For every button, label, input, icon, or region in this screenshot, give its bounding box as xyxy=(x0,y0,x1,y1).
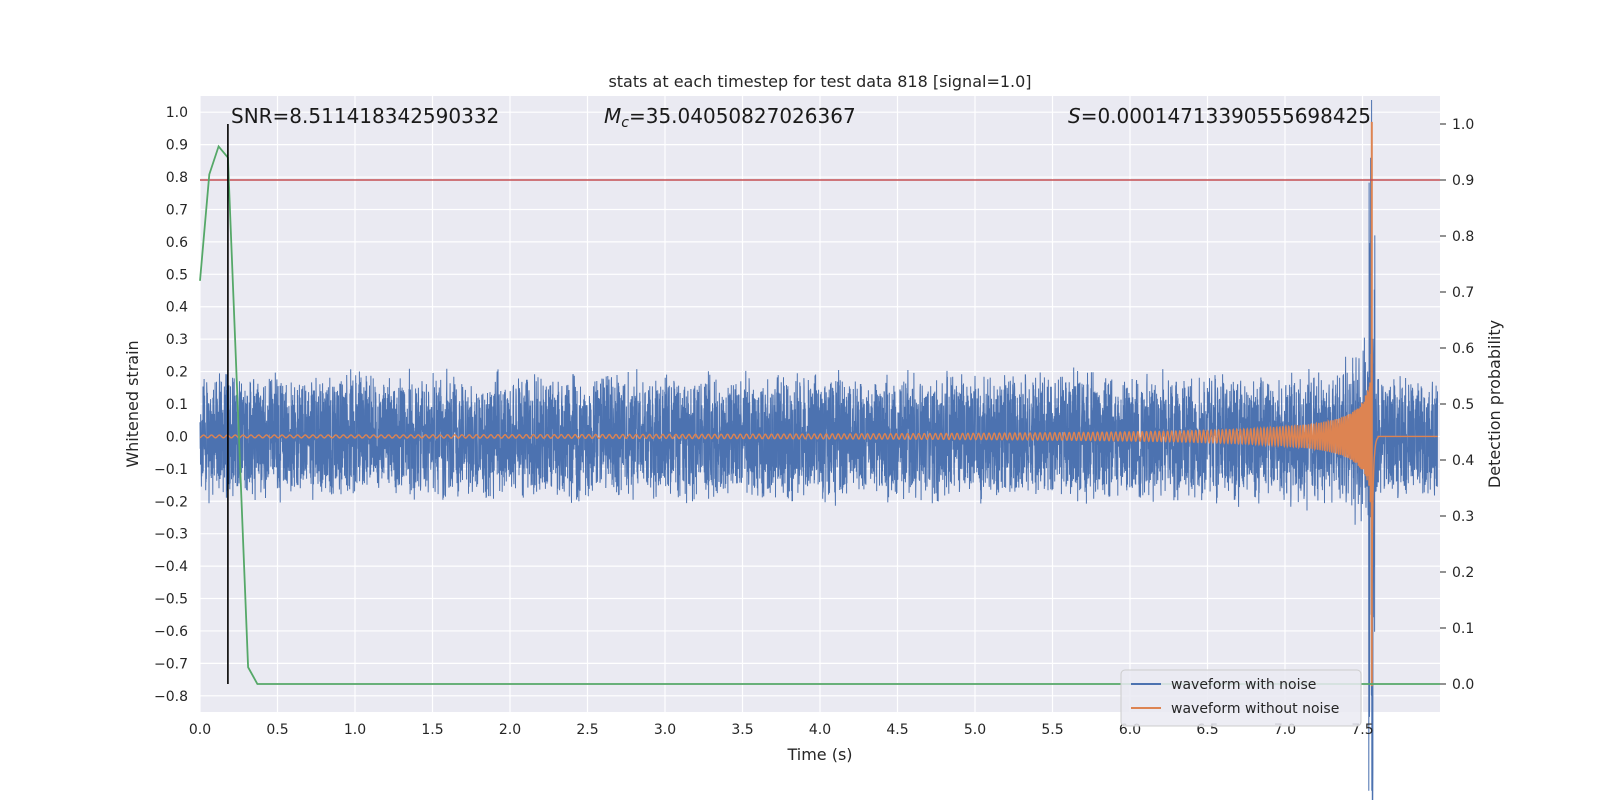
x-tick-label: 5.0 xyxy=(964,722,986,738)
x-tick-label: 2.0 xyxy=(499,722,521,738)
chirp-mass-annotation: Mc=35.04050827026367 xyxy=(604,104,856,131)
y-tick-label-left: −0.5 xyxy=(154,592,188,608)
y-tick-label-left: −0.3 xyxy=(154,527,188,543)
x-tick-label: 5.5 xyxy=(1041,722,1063,738)
ticks-layer: 0.0 0.5 1.0 1.5 2.0 2.5 3.0 3.5 4.0 4.5 5.0 5.5 6.0 6… xyxy=(154,105,1474,738)
y-tick-label-right: 0.8 xyxy=(1452,229,1474,245)
y-tick-label-right: 0.7 xyxy=(1452,285,1474,301)
y-tick-label-right: 0.2 xyxy=(1452,565,1474,581)
legend-label-clean: waveform without noise xyxy=(1171,701,1339,717)
series-line-waveform-with-noise xyxy=(199,99,1438,800)
x-tick-label: 0.0 xyxy=(189,722,211,738)
y-tick-label-left: −0.4 xyxy=(154,559,188,575)
legend-box xyxy=(1120,669,1362,727)
y-tick-label-left: 0.3 xyxy=(166,332,188,348)
y-tick-label-left: −0.2 xyxy=(154,494,188,510)
y-tick-label-left: 0.9 xyxy=(166,138,188,154)
series-line-waveform-without-noise xyxy=(199,353,1438,580)
y-tick-label-left: −0.8 xyxy=(154,689,188,705)
y-tick-label-left: 0.6 xyxy=(166,235,188,251)
y-tick-label-right: 0.9 xyxy=(1452,173,1474,189)
y-tick-label-right: 0.3 xyxy=(1452,509,1474,525)
y-tick-label-left: 0.1 xyxy=(166,397,188,413)
y-tick-label-left: 0.4 xyxy=(166,300,188,316)
y-tick-label-left: −0.6 xyxy=(154,624,188,640)
y-axis-label-left: Whitened strain xyxy=(123,340,142,467)
series-layer xyxy=(199,99,1440,800)
y-tick-label-right: 0.0 xyxy=(1452,677,1474,693)
snr-annotation: SNR=8.511418342590332 xyxy=(231,104,499,128)
y-tick-label-left: 0.2 xyxy=(166,365,188,381)
y-tick-label-left: 0.8 xyxy=(166,170,188,186)
x-tick-label: 4.5 xyxy=(886,722,908,738)
y-tick-label-left: 1.0 xyxy=(166,105,188,121)
x-axis-label: Time (s) xyxy=(786,745,852,764)
y-tick-label-right: 0.6 xyxy=(1452,341,1474,357)
y-tick-label-right: 0.4 xyxy=(1452,453,1474,469)
y-tick-label-right: 0.5 xyxy=(1452,397,1474,413)
y-tick-label-right: 1.0 xyxy=(1452,117,1474,133)
s-annotation: S=0.0001471339055569842​5 xyxy=(1068,104,1371,128)
x-tick-label: 4.0 xyxy=(809,722,831,738)
y-tick-label-left: 0.5 xyxy=(166,267,188,283)
chirp-mass-symbol: M xyxy=(604,104,621,128)
x-tick-label: 0.5 xyxy=(266,722,288,738)
legend: waveform with noise waveform without noi… xyxy=(1120,669,1362,727)
s-value: =0.0001471339055569842​5 xyxy=(1081,104,1371,128)
y-tick-label-left: −0.7 xyxy=(154,656,188,672)
s-symbol: S xyxy=(1068,104,1081,128)
x-tick-label: 1.5 xyxy=(421,722,443,738)
y-tick-label-right: 0.1 xyxy=(1452,621,1474,637)
chirp-mass-subscript: c xyxy=(621,115,629,131)
y-axis-label-right: Detection probability xyxy=(1485,320,1504,488)
chart-title: stats at each timestep for test data 818… xyxy=(608,72,1031,91)
y-tick-label-left: 0.0 xyxy=(166,429,188,445)
x-tick-label: 1.0 xyxy=(344,722,366,738)
x-tick-label: 2.5 xyxy=(576,722,598,738)
chirp-mass-value: =35.04050827026367 xyxy=(629,104,856,128)
x-tick-label: 3.5 xyxy=(731,722,753,738)
x-tick-label: 3.0 xyxy=(654,722,676,738)
y-tick-label-left: −0.1 xyxy=(154,462,188,478)
legend-label-noise: waveform with noise xyxy=(1171,677,1316,693)
y-tick-label-left: 0.7 xyxy=(166,202,188,218)
